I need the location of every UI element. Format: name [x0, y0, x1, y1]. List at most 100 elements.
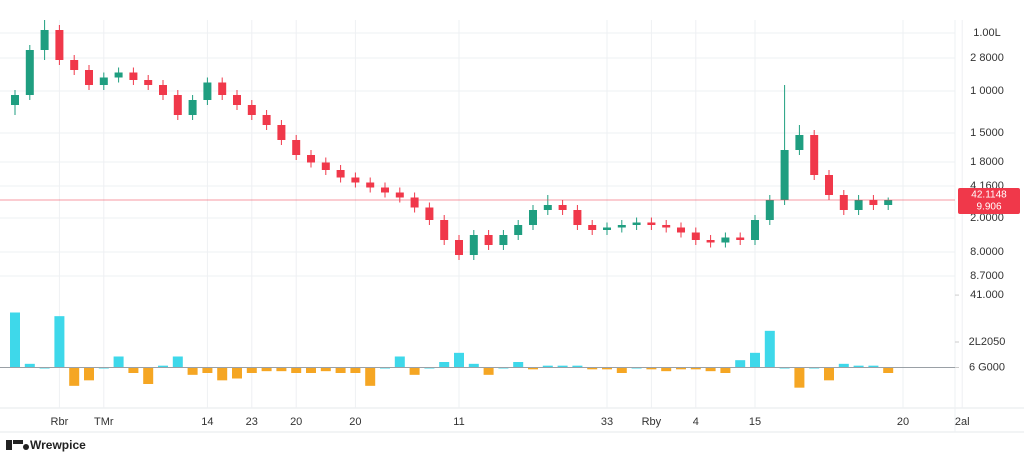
- histogram-bar: [320, 367, 331, 372]
- candle-body: [765, 200, 774, 220]
- histogram-bar: [335, 367, 346, 373]
- candle-body: [780, 150, 789, 200]
- histogram-bar: [587, 367, 598, 370]
- candle-body: [381, 187, 389, 193]
- x-tick-label: 2al: [955, 416, 970, 428]
- y-tick-label: 1.00L: [973, 27, 1001, 39]
- x-tick-label: 14: [201, 416, 213, 428]
- candle-body: [499, 235, 508, 245]
- candle-body: [543, 205, 552, 210]
- candle-body: [677, 227, 685, 233]
- candle-body: [691, 232, 700, 240]
- candle-body: [825, 175, 833, 195]
- x-tick-label: 23: [246, 416, 258, 428]
- candle-body: [203, 82, 212, 100]
- histogram-bar: [261, 367, 272, 372]
- candle-body: [25, 50, 34, 95]
- candle-body: [839, 195, 848, 210]
- histogram-bar: [172, 356, 183, 368]
- candle-body: [573, 210, 582, 225]
- histogram-bar: [735, 360, 746, 368]
- candle-body: [144, 80, 153, 85]
- histogram-bar: [10, 312, 20, 368]
- histogram-bar: [720, 367, 731, 373]
- candle-body: [810, 135, 819, 175]
- histogram-bar: [838, 363, 849, 368]
- histogram-bar: [542, 365, 553, 368]
- histogram-bar: [794, 367, 805, 388]
- candle-body: [455, 240, 463, 255]
- y-tick-label: 2.0000: [970, 212, 1004, 224]
- y-tick-label: 1 0000: [970, 85, 1004, 97]
- histogram-bar: [616, 367, 627, 373]
- candle-body: [247, 105, 256, 115]
- candle-body: [514, 225, 523, 235]
- candle-body: [410, 197, 419, 208]
- candle-body: [188, 100, 197, 115]
- histogram-bar: [350, 367, 361, 373]
- last-price-label: 42.1148: [971, 190, 1007, 201]
- last-price-sublabel: 9.906: [976, 202, 1001, 213]
- histogram-bar: [409, 367, 420, 375]
- x-tick-label: 4: [693, 416, 699, 428]
- histogram-bar: [128, 367, 139, 373]
- candle-body: [277, 125, 286, 140]
- candle-body: [351, 177, 360, 183]
- histogram-bar: [468, 363, 479, 368]
- histogram-bar: [394, 356, 405, 368]
- candle-body: [99, 77, 108, 85]
- candle-body: [469, 235, 478, 255]
- histogram-bar: [113, 356, 124, 368]
- x-tick-label: 33: [601, 416, 613, 428]
- x-tick-label: Rby: [642, 416, 662, 428]
- histogram-bar: [602, 367, 612, 370]
- histogram-bar: [276, 367, 287, 372]
- histogram-bar: [187, 367, 198, 375]
- candle-body: [884, 200, 893, 205]
- candle-body: [233, 95, 241, 105]
- y-tick-label: 2L2050: [969, 336, 1006, 348]
- candle-body: [588, 225, 597, 230]
- y-tick-label: 6 G000: [969, 361, 1005, 373]
- histogram-bar: [439, 362, 450, 368]
- candle-body: [440, 220, 449, 240]
- x-tick-label: 20: [897, 416, 909, 428]
- candle-body: [173, 95, 182, 115]
- histogram-bar: [676, 367, 686, 370]
- y-tick-label: 2 8000: [970, 52, 1004, 64]
- histogram-bar: [69, 367, 80, 386]
- histogram-bar: [764, 330, 775, 368]
- candle-body: [40, 30, 49, 50]
- candle-body: [70, 60, 79, 70]
- candle-body: [484, 235, 493, 245]
- candle-body: [736, 237, 745, 240]
- histogram-bar: [217, 367, 228, 381]
- histogram-bar: [572, 365, 583, 368]
- candle-body: [529, 210, 537, 225]
- y-tick-label: 41.000: [970, 289, 1004, 301]
- histogram-bar: [661, 367, 672, 372]
- histogram-bar: [84, 367, 94, 381]
- histogram-bar: [365, 367, 376, 386]
- histogram-bar: [158, 365, 168, 368]
- histogram-bar: [143, 367, 154, 384]
- candle-body: [336, 170, 345, 178]
- candle-body: [262, 115, 271, 125]
- histogram-bar: [232, 367, 242, 379]
- candle-body: [425, 207, 434, 220]
- candle-body: [55, 30, 64, 60]
- y-tick-label: 1 8000: [970, 156, 1004, 168]
- histogram-bar: [868, 365, 879, 368]
- y-tick-label: 1 5000: [970, 127, 1004, 139]
- y-tick-label: 8.7000: [970, 270, 1004, 282]
- candle-body: [292, 140, 301, 155]
- candle-body: [395, 192, 404, 198]
- histogram-bar: [646, 367, 657, 370]
- histogram-bar: [705, 367, 716, 372]
- candle-body: [307, 155, 315, 163]
- x-tick-label: 11: [453, 416, 464, 428]
- candle-body: [854, 200, 863, 210]
- histogram-bar: [202, 367, 213, 373]
- candle-body: [751, 220, 759, 240]
